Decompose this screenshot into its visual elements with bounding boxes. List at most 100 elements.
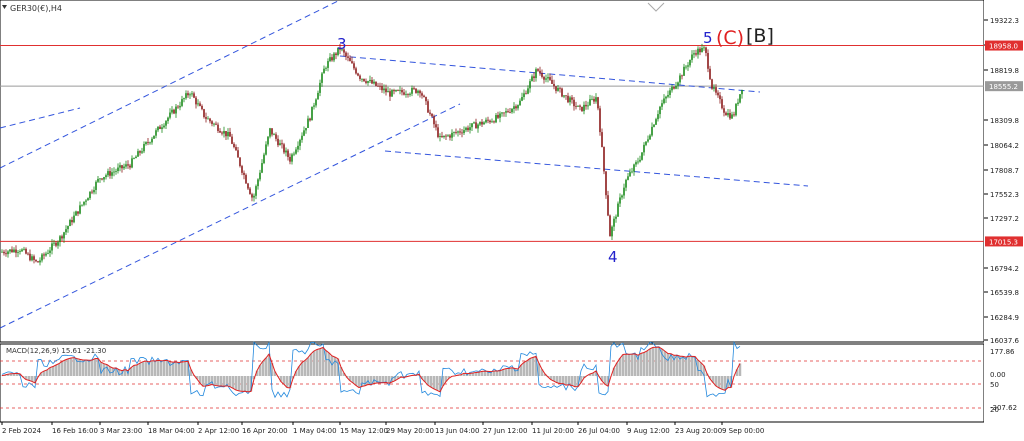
- candle-body: [21, 249, 23, 252]
- candle-body: [195, 97, 197, 105]
- candle-body: [689, 59, 691, 66]
- candle-body: [81, 204, 83, 206]
- candle-body: [519, 100, 521, 106]
- candle-body: [679, 75, 681, 83]
- candle-body: [7, 251, 9, 255]
- candle-body: [511, 108, 513, 113]
- candle-body: [339, 47, 341, 50]
- candle-body: [681, 75, 683, 77]
- candle-body: [129, 165, 131, 168]
- trend-line[interactable]: [384, 150, 809, 187]
- candle-body: [601, 132, 603, 148]
- price-tick-label: 16539.8: [990, 289, 1019, 297]
- candle-body: [253, 195, 255, 198]
- candle-body: [401, 89, 403, 93]
- candle-body: [201, 105, 203, 110]
- candle-body: [441, 136, 443, 138]
- candle-body: [435, 124, 437, 128]
- candle-body: [407, 94, 409, 95]
- price-tick-label: 19322.3: [990, 17, 1019, 25]
- candle-body: [267, 136, 269, 145]
- candle-body: [431, 113, 433, 117]
- candle-body: [677, 82, 679, 86]
- candle-body: [145, 142, 147, 145]
- x-tick-label: 16 Feb 16:00: [52, 427, 98, 435]
- candle-body: [559, 87, 561, 89]
- candle-body: [221, 132, 223, 134]
- candle-body: [641, 152, 643, 160]
- candle-body: [499, 113, 501, 118]
- candle-body: [225, 131, 227, 137]
- level-price-label: 18555.2: [989, 83, 1018, 91]
- candle-body: [27, 253, 29, 255]
- candle-body: [181, 99, 183, 106]
- candle-body: [615, 216, 617, 219]
- macd-panel: [0, 343, 985, 423]
- trend-line[interactable]: [0, 0, 341, 169]
- candle-body: [365, 81, 367, 83]
- candle-body: [613, 218, 615, 227]
- candle-body: [443, 135, 445, 138]
- candle-body: [243, 172, 245, 175]
- candle-body: [725, 112, 727, 116]
- candle-body: [323, 68, 325, 74]
- x-tick-label: 23 Aug 20:00: [675, 427, 722, 435]
- candle-body: [367, 81, 369, 83]
- candle-body: [583, 104, 585, 112]
- candle-body: [307, 118, 309, 128]
- candle-body: [49, 250, 51, 253]
- candle-body: [327, 61, 329, 68]
- candle-body: [271, 128, 273, 135]
- candle-body: [469, 127, 471, 131]
- candle-body: [63, 232, 65, 239]
- candle-body: [391, 90, 393, 97]
- candle-body: [461, 132, 463, 134]
- candle-body: [85, 200, 87, 202]
- candle-body: [29, 253, 31, 261]
- candle-body: [693, 53, 695, 55]
- candle-body: [153, 135, 155, 139]
- candle-body: [11, 249, 13, 253]
- candle-body: [505, 111, 507, 113]
- candle-body: [203, 109, 205, 118]
- candle-body: [627, 176, 629, 180]
- x-tick-label: 9 Sep 00:00: [722, 427, 764, 435]
- candle-body: [71, 220, 73, 223]
- trend-line[interactable]: [0, 107, 81, 129]
- chevron-down-icon[interactable]: [647, 2, 665, 12]
- candle-body: [55, 242, 57, 246]
- candle-body: [109, 171, 111, 176]
- symbol-dropdown-icon[interactable]: [2, 5, 7, 9]
- candle-body: [513, 106, 515, 109]
- candle-body: [303, 130, 305, 136]
- candle-body: [349, 57, 351, 62]
- candle-body: [33, 256, 35, 260]
- candle-body: [447, 135, 449, 137]
- price-tick-label: 17552.3: [990, 191, 1019, 199]
- candle-body: [625, 179, 627, 188]
- candle-body: [479, 121, 481, 125]
- candle-body: [459, 131, 461, 133]
- candle-body: [105, 175, 107, 178]
- candle-body: [713, 87, 715, 89]
- candle-body: [509, 111, 511, 113]
- trend-line[interactable]: [0, 103, 461, 329]
- candle-body: [147, 142, 149, 143]
- candle-body: [193, 93, 195, 98]
- candle-body: [113, 171, 115, 173]
- candle-body: [351, 61, 353, 64]
- candle-body: [547, 77, 549, 79]
- candle-body: [567, 95, 569, 103]
- candle-body: [731, 114, 733, 119]
- candle-body: [123, 166, 125, 169]
- candle-body: [125, 164, 127, 167]
- candle-body: [39, 260, 41, 263]
- candle-body: [175, 106, 177, 114]
- candle-body: [231, 136, 233, 144]
- candle-body: [473, 122, 475, 124]
- candle-body: [171, 109, 173, 113]
- price-tick-label: 17808.7: [990, 167, 1019, 175]
- candle-body: [291, 154, 293, 162]
- candle-body: [261, 163, 263, 173]
